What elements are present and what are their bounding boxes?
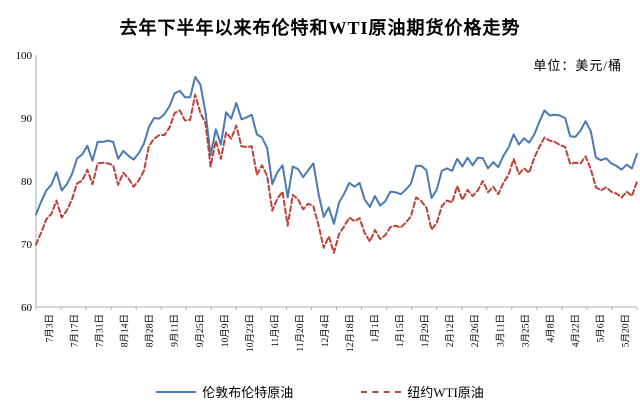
x-tick-label: 11月20日 xyxy=(295,314,306,352)
brent-price-line xyxy=(35,76,638,225)
x-tick-label: 2月12日 xyxy=(445,314,456,347)
wti-price-line xyxy=(35,93,638,254)
x-tick-label: 7月3日 xyxy=(45,314,56,343)
x-tick-label: 3月25日 xyxy=(520,314,531,347)
y-tick-label: 60 xyxy=(21,302,33,314)
y-tick-label: 100 xyxy=(16,50,33,62)
x-tick-label: 5月6日 xyxy=(595,314,606,343)
unit-label: 单位：美元/桶 xyxy=(533,58,622,73)
x-tick-label: 5月20日 xyxy=(620,314,631,347)
x-tick-label: 3月11日 xyxy=(495,314,506,347)
legend-item-wti: 纽约WTI原油 xyxy=(361,382,484,401)
x-tick-label: 9月25日 xyxy=(195,314,206,347)
legend-item-brent: 伦敦布伦特原油 xyxy=(156,382,293,401)
x-tick-label: 9月11日 xyxy=(170,314,181,347)
y-tick-label: 80 xyxy=(21,176,33,188)
x-tick-label: 1月29日 xyxy=(420,314,431,347)
x-tick-label: 12月18日 xyxy=(345,314,356,352)
x-tick-label: 7月17日 xyxy=(70,314,81,347)
x-tick-label: 8月14日 xyxy=(120,314,131,347)
brent-line-swatch xyxy=(156,390,197,393)
y-tick-label: 70 xyxy=(21,239,33,251)
y-tick-label: 90 xyxy=(21,113,33,125)
x-tick-label: 10月9日 xyxy=(220,314,231,347)
legend-brent-label: 伦敦布伦特原油 xyxy=(202,385,294,400)
x-tick-label: 2月26日 xyxy=(470,314,481,347)
legend-wti-label: 纽约WTI原油 xyxy=(407,385,484,400)
chart-legend: 伦敦布伦特原油 纽约WTI原油 xyxy=(0,382,640,401)
x-tick-label: 12月4日 xyxy=(320,314,331,347)
wti-dashed-swatch xyxy=(361,390,402,393)
x-tick-label: 1月1日 xyxy=(370,314,381,343)
x-tick-label: 8月28日 xyxy=(145,314,156,347)
x-tick-label: 10月23日 xyxy=(245,314,256,352)
x-tick-label: 4月8日 xyxy=(545,314,556,343)
chart-title: 去年下半年以来布伦特和WTI原油期货价格走势 xyxy=(119,18,521,38)
x-tick-label: 1月15日 xyxy=(395,314,406,347)
x-tick-label: 4月22日 xyxy=(570,314,581,347)
x-tick-label: 11月6日 xyxy=(270,314,281,347)
x-tick-label: 7月31日 xyxy=(95,314,106,347)
